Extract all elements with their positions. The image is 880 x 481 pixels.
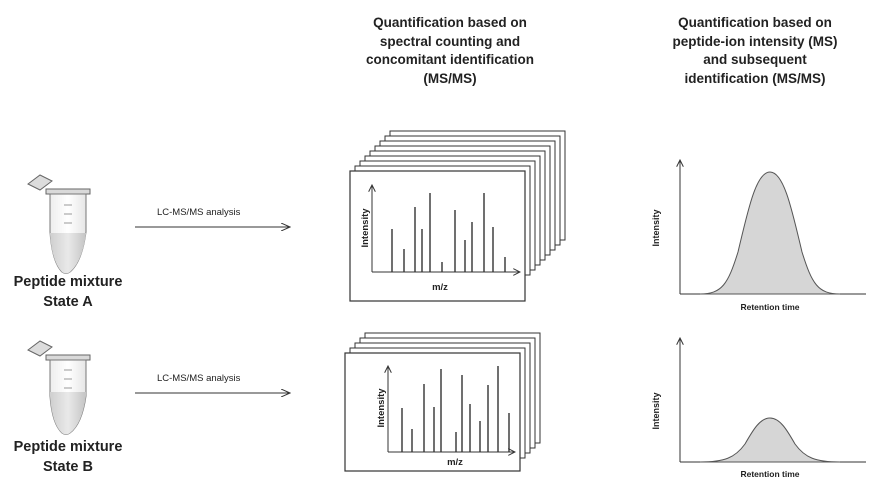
ion-peak-a (699, 171, 841, 295)
header-intensity-line-1: Quantification based on (678, 15, 832, 30)
chromatogram-ylabel-b: Intensity (651, 392, 661, 429)
header-spectral-line-2: spectral counting and (379, 33, 521, 49)
sample-label-a: Peptide mixture State A (0, 272, 136, 312)
spectra-stack-a (349, 130, 566, 302)
header-intensity-line-2: peptide-ion intensity (MS) (672, 33, 838, 49)
spectrum-xlabel-b: m/z (447, 457, 463, 468)
ion-peak-b (699, 417, 841, 463)
sample-tube-a-icon (27, 174, 91, 274)
sample-b-line-1: Peptide mixture (13, 439, 123, 455)
sample-a-line-2: State A (43, 294, 93, 310)
sample-b-line-2: State B (43, 459, 93, 475)
chromatogram-xlabel-b: Retention time (740, 469, 799, 479)
header-intensity-line-3: and subsequent (703, 52, 807, 67)
sample-label-b: Peptide mixture State B (0, 437, 136, 477)
header-spectral-line-1: Quantification based on (373, 15, 527, 30)
chromatogram-xlabel-a: Retention time (740, 302, 799, 312)
arrow-label-b: LC-MS/MS analysis (157, 373, 241, 384)
chromatogram-a (680, 160, 866, 295)
header-spectral-counting: Quantification based on spectral countin… (335, 14, 565, 88)
sample-a-line-1: Peptide mixture (13, 274, 123, 290)
sample-tube-b-icon (27, 340, 91, 435)
header-spectral-line-4: (MS/MS) (423, 70, 477, 86)
arrow-label-a: LC-MS/MS analysis (157, 207, 241, 218)
header-intensity-line-4: identification (MS/MS) (684, 70, 826, 86)
spectrum-ylabel-a: Intensity (360, 208, 371, 248)
header-ion-intensity: Quantification based on peptide-ion inte… (640, 14, 870, 88)
chromatogram-b (680, 338, 866, 463)
spectra-stack-b (344, 332, 541, 472)
spectrum-peaks-a (391, 193, 506, 272)
chromatogram-ylabel-a: Intensity (651, 209, 661, 246)
spectrum-xlabel-a: m/z (432, 282, 448, 293)
spectrum-peaks-b (401, 366, 510, 452)
spectrum-ylabel-b: Intensity (376, 388, 387, 428)
header-spectral-line-3: concomitant identification (365, 52, 534, 67)
